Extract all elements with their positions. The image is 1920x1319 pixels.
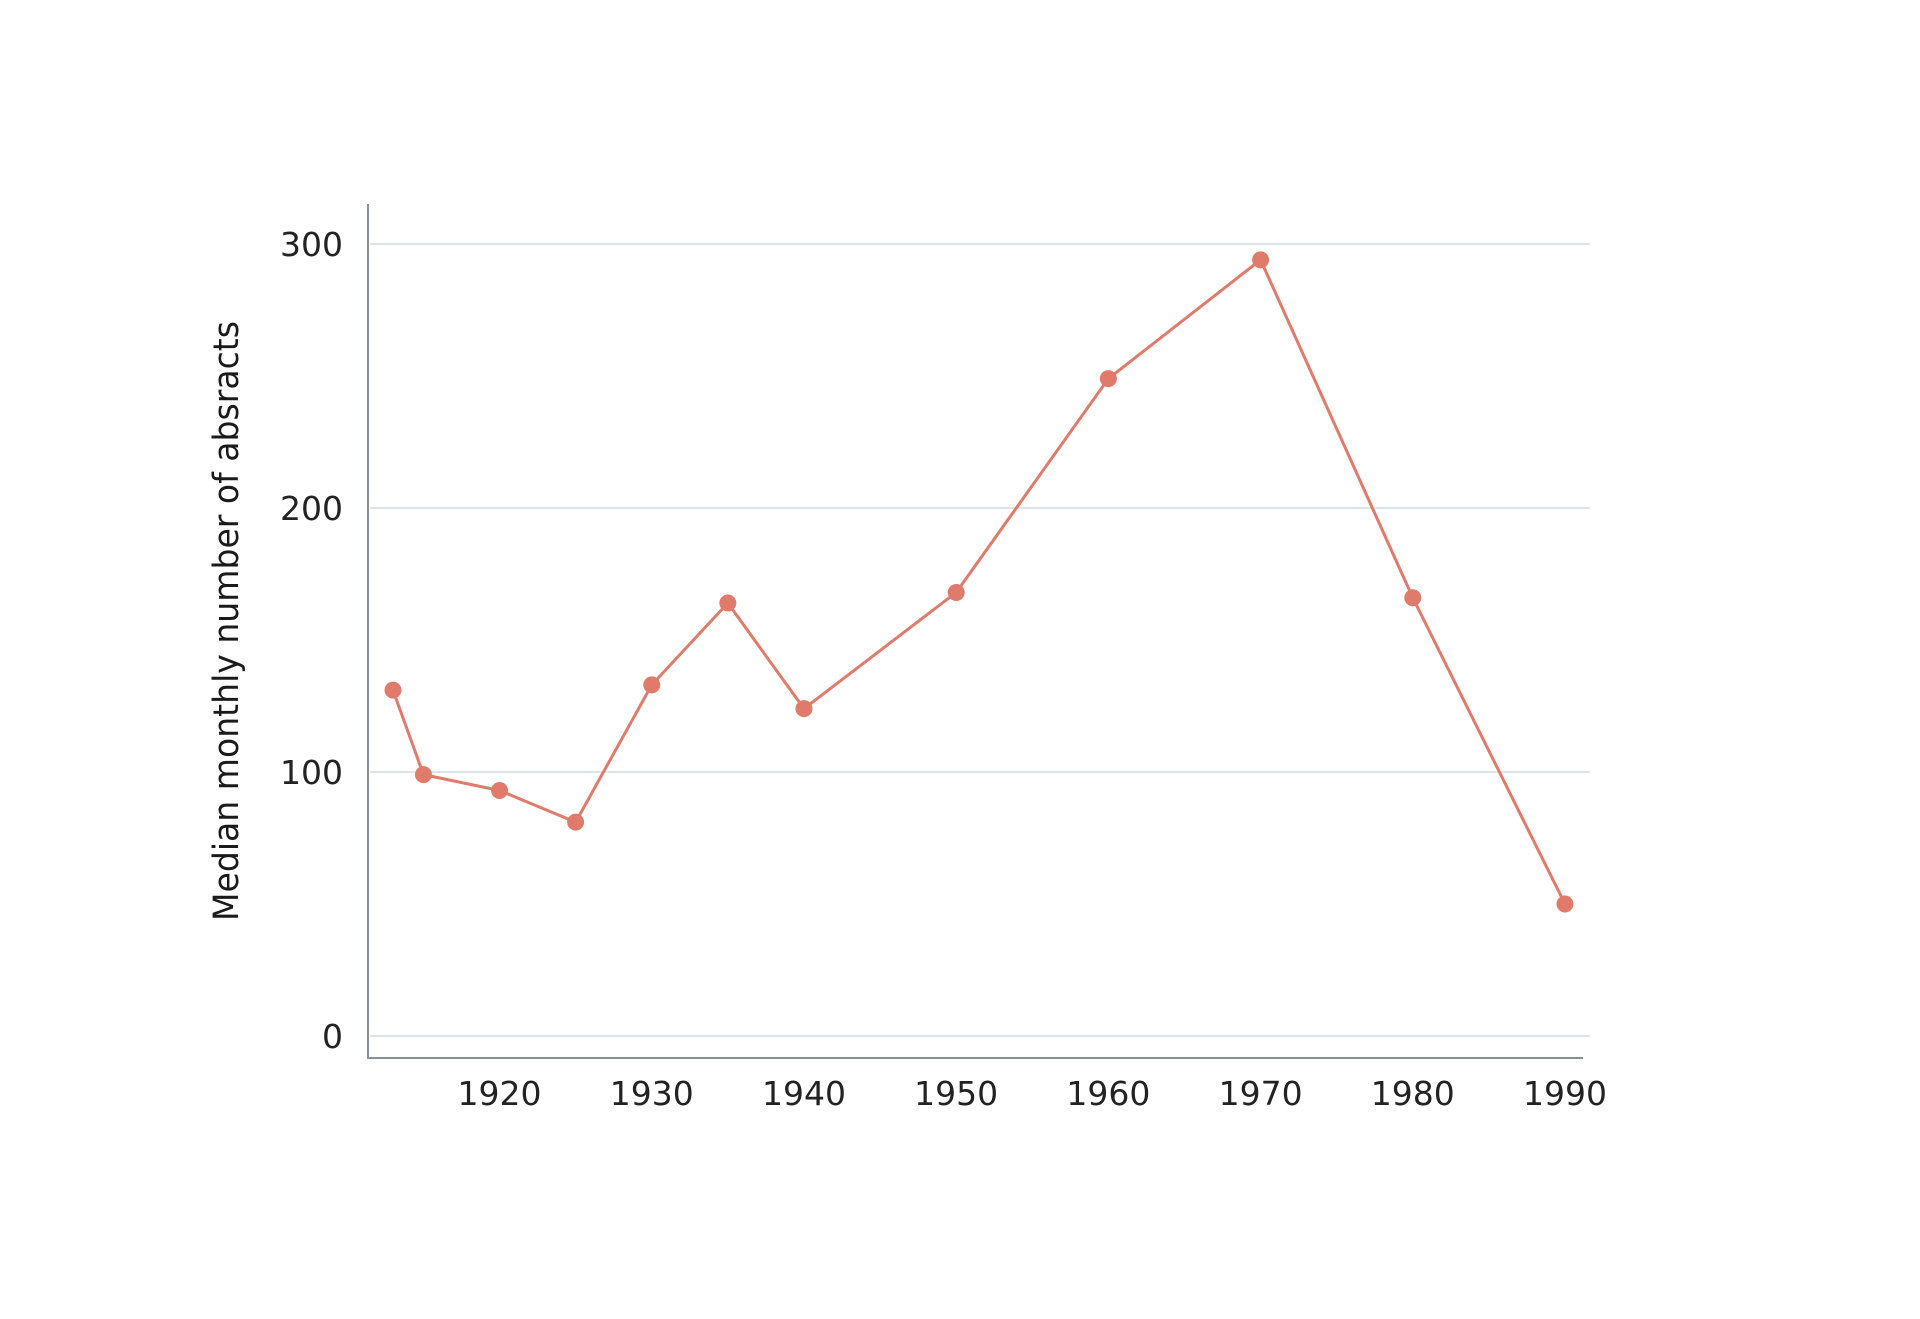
data-point-1925 [567,813,585,831]
data-point-1980 [1404,589,1422,607]
data-point-1950 [947,583,965,601]
data-point-1930 [643,676,661,694]
data-point-1920 [491,781,509,799]
series [384,251,1574,913]
data-point-1915 [414,766,432,784]
x-tick-label-1950: 1950 [914,1074,998,1113]
x-tick-label-1930: 1930 [610,1074,694,1113]
y-axis-title: Median monthly number of absracts [207,321,247,921]
y-tick-label-200: 200 [280,489,343,528]
x-tick-label-1960: 1960 [1066,1074,1150,1113]
gridlines [370,243,1590,1037]
data-point-1990 [1556,895,1574,913]
y-tick-labels: 0 100 200 300 [280,225,343,1056]
y-tick-label-300: 300 [280,225,343,264]
x-tick-label-1920: 1920 [458,1074,542,1113]
axes [367,204,1583,1059]
x-tick-label-1990: 1990 [1523,1074,1607,1113]
data-point-1913 [384,681,402,699]
data-point-1940 [795,700,813,718]
data-point-1960 [1099,370,1117,388]
x-tick-label-1970: 1970 [1219,1074,1303,1113]
x-tick-label-1940: 1940 [762,1074,846,1113]
y-tick-label-0: 0 [322,1017,343,1056]
data-point-1970 [1252,251,1270,269]
data-point-1935 [719,594,737,612]
y-tick-label-100: 100 [280,753,343,792]
series-line [391,258,1567,905]
x-tick-label-1980: 1980 [1371,1074,1455,1113]
x-tick-labels: 1920 1930 1940 1950 1960 1970 1980 1990 [458,1074,1607,1113]
